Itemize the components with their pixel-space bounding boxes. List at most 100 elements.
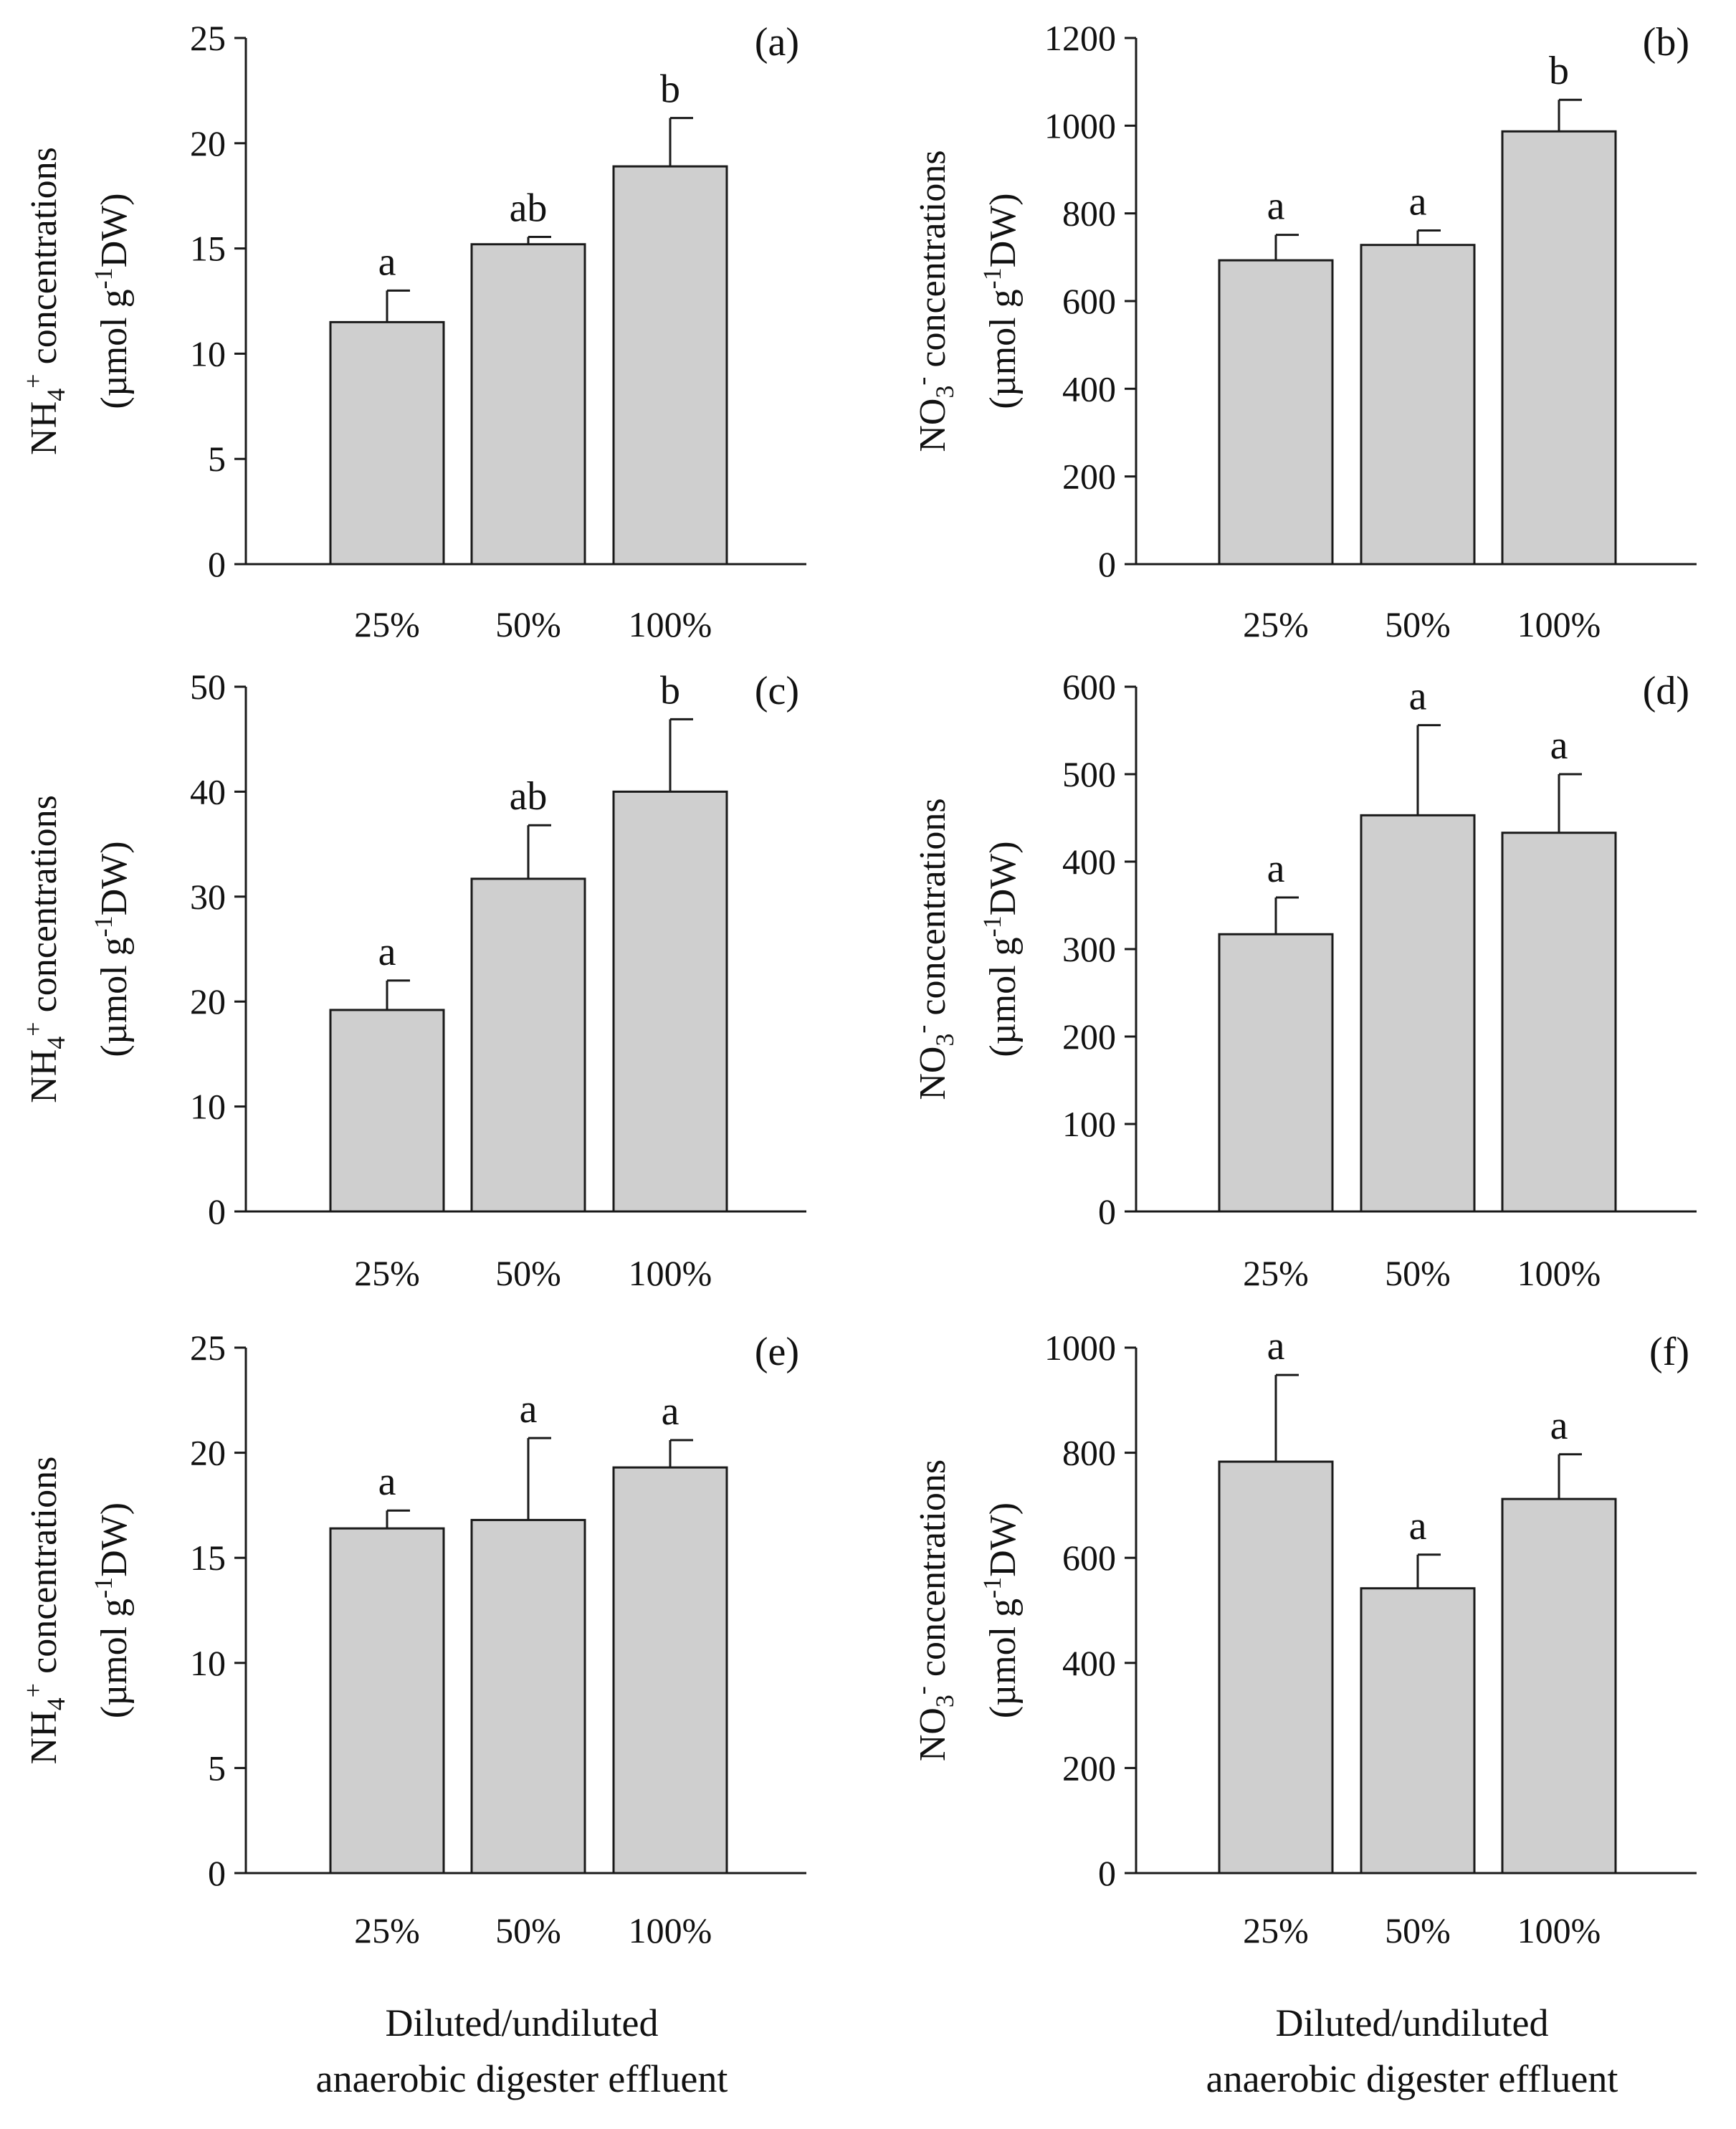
bar-e-1 [470,1518,586,1875]
significance-letter: a [1409,180,1427,224]
significance-letter: a [662,1389,679,1434]
y-tick-label: 10 [190,1643,226,1683]
y-axis-title: NH4+ concentrations [19,1457,70,1765]
y-axis-unit: (µmol g-1DW) [978,841,1024,1057]
bar-e-2 [612,1466,728,1875]
significance-letter: a [520,1387,538,1432]
panel-tag-e: (e) [755,1330,799,1374]
bar-a-0 [329,320,445,566]
y-axis-unit: (µmol g-1DW) [89,193,135,409]
bar-c-0 [329,1009,445,1213]
significance-letter: a [378,1459,396,1504]
y-tick-label: 600 [1062,667,1116,707]
x-category-label: 25% [354,604,420,644]
bar-d-2 [1501,832,1617,1213]
y-axis-title: NH4+ concentrations [19,147,70,455]
y-tick-label: 0 [208,544,226,584]
significance-letter: a [1409,1504,1427,1548]
y-tick-label: 5 [208,1748,226,1788]
y-axis-title: NO3- concentrations [907,150,959,452]
y-tick-label: 500 [1062,754,1116,794]
bar-f-2 [1501,1497,1617,1875]
chart-panel-b: 0 200 400 600 800 1000 1200 a 25% a 50% b 100% (b) NO3… [907,18,1697,644]
y-tick-label: 0 [1098,1191,1116,1232]
bar-c-2 [612,790,728,1213]
y-tick-label: 400 [1062,1643,1116,1683]
x-category-label: 50% [495,604,561,644]
y-tick-label: 600 [1062,1538,1116,1578]
y-tick-label: 100 [1062,1104,1116,1144]
y-tick-label: 20 [190,123,226,163]
significance-letter: a [1550,1404,1568,1448]
y-tick-label: 25 [190,1328,226,1368]
x-category-label: 100% [1517,1910,1601,1951]
y-tick-label: 0 [1098,1853,1116,1893]
y-tick-label: 400 [1062,842,1116,882]
y-tick-label: 200 [1062,457,1116,497]
y-axis-unit: (µmol g-1DW) [89,1502,135,1718]
bar-f-1 [1360,1587,1476,1875]
y-tick-label: 400 [1062,368,1116,409]
y-tick-label: 10 [190,333,226,373]
x-axis-title-left-line2: anaerobic digester effluent [316,2057,728,2100]
bar-a-2 [612,165,728,566]
y-tick-label: 1000 [1044,105,1116,146]
y-tick-label: 5 [208,439,226,479]
significance-letter: a [1550,723,1568,768]
chart-panel-c: 0 10 20 30 40 50 a 25% ab 50% b 100% (c) NH4+ concent… [19,667,806,1293]
significance-letter: b [660,67,680,112]
x-category-label: 100% [629,604,712,644]
significance-letter: b [660,668,680,713]
significance-letter: b [1549,49,1569,93]
bar-b-0 [1218,259,1334,566]
y-tick-label: 25 [190,18,226,58]
y-tick-label: 10 [190,1087,226,1127]
y-tick-label: 20 [190,1433,226,1473]
y-axis-title: NO3- concentrations [907,1459,959,1761]
panel-tag-d: (d) [1643,669,1689,713]
y-tick-label: 0 [208,1853,226,1893]
y-tick-label: 800 [1062,194,1116,234]
bar-f-0 [1218,1460,1334,1875]
x-category-label: 50% [1385,1910,1451,1951]
x-axis-title-right-line2: anaerobic digester effluent [1206,2057,1618,2100]
panel-tag-b: (b) [1643,20,1689,65]
bar-b-1 [1360,244,1476,566]
y-tick-label: 50 [190,667,226,707]
chart-panel-d: 0 100 200 300 400 500 600 a 25% a 50% a 100% (d) NO3- … [907,667,1697,1293]
y-axis-title: NH4+ concentrations [19,795,70,1103]
x-axis-title-left-line1: Diluted/undiluted [386,2001,659,2044]
significance-letter: ab [510,186,548,230]
chart-panel-e: 0 5 10 15 20 25 a 25% a 50% a 100% (e) NH4+ concentra… [19,1328,806,1951]
significance-letter: a [1267,184,1285,229]
x-category-label: 25% [354,1253,420,1293]
y-tick-label: 15 [190,229,226,269]
significance-letter: a [1409,675,1427,719]
significance-letter: a [1267,1324,1285,1368]
x-category-label: 50% [1385,604,1451,644]
chart-panel-f: 0 200 400 600 800 1000 a 25% a 50% a 100% (f) NO3- co… [907,1324,1697,1951]
y-axis-unit: (µmol g-1DW) [978,193,1024,409]
y-tick-label: 40 [190,771,226,811]
y-tick-label: 20 [190,981,226,1021]
x-category-label: 100% [629,1910,712,1951]
significance-letter: a [378,239,396,284]
y-axis-title: NO3- concentrations [907,798,959,1100]
y-tick-label: 800 [1062,1433,1116,1473]
x-category-label: 25% [1243,1253,1309,1293]
y-tick-label: 300 [1062,929,1116,969]
x-category-label: 100% [1517,604,1601,644]
bar-e-0 [329,1527,445,1875]
panel-tag-c: (c) [755,669,799,713]
y-tick-label: 30 [190,877,226,917]
x-axis-title-right-line1: Diluted/undiluted [1276,2001,1549,2044]
y-tick-label: 600 [1062,281,1116,321]
y-axis-unit: (µmol g-1DW) [89,841,135,1057]
y-tick-label: 0 [1098,544,1116,584]
y-tick-label: 0 [208,1191,226,1232]
bar-d-0 [1218,933,1334,1213]
y-tick-label: 200 [1062,1016,1116,1057]
bar-b-2 [1501,130,1617,566]
y-tick-label: 15 [190,1538,226,1578]
